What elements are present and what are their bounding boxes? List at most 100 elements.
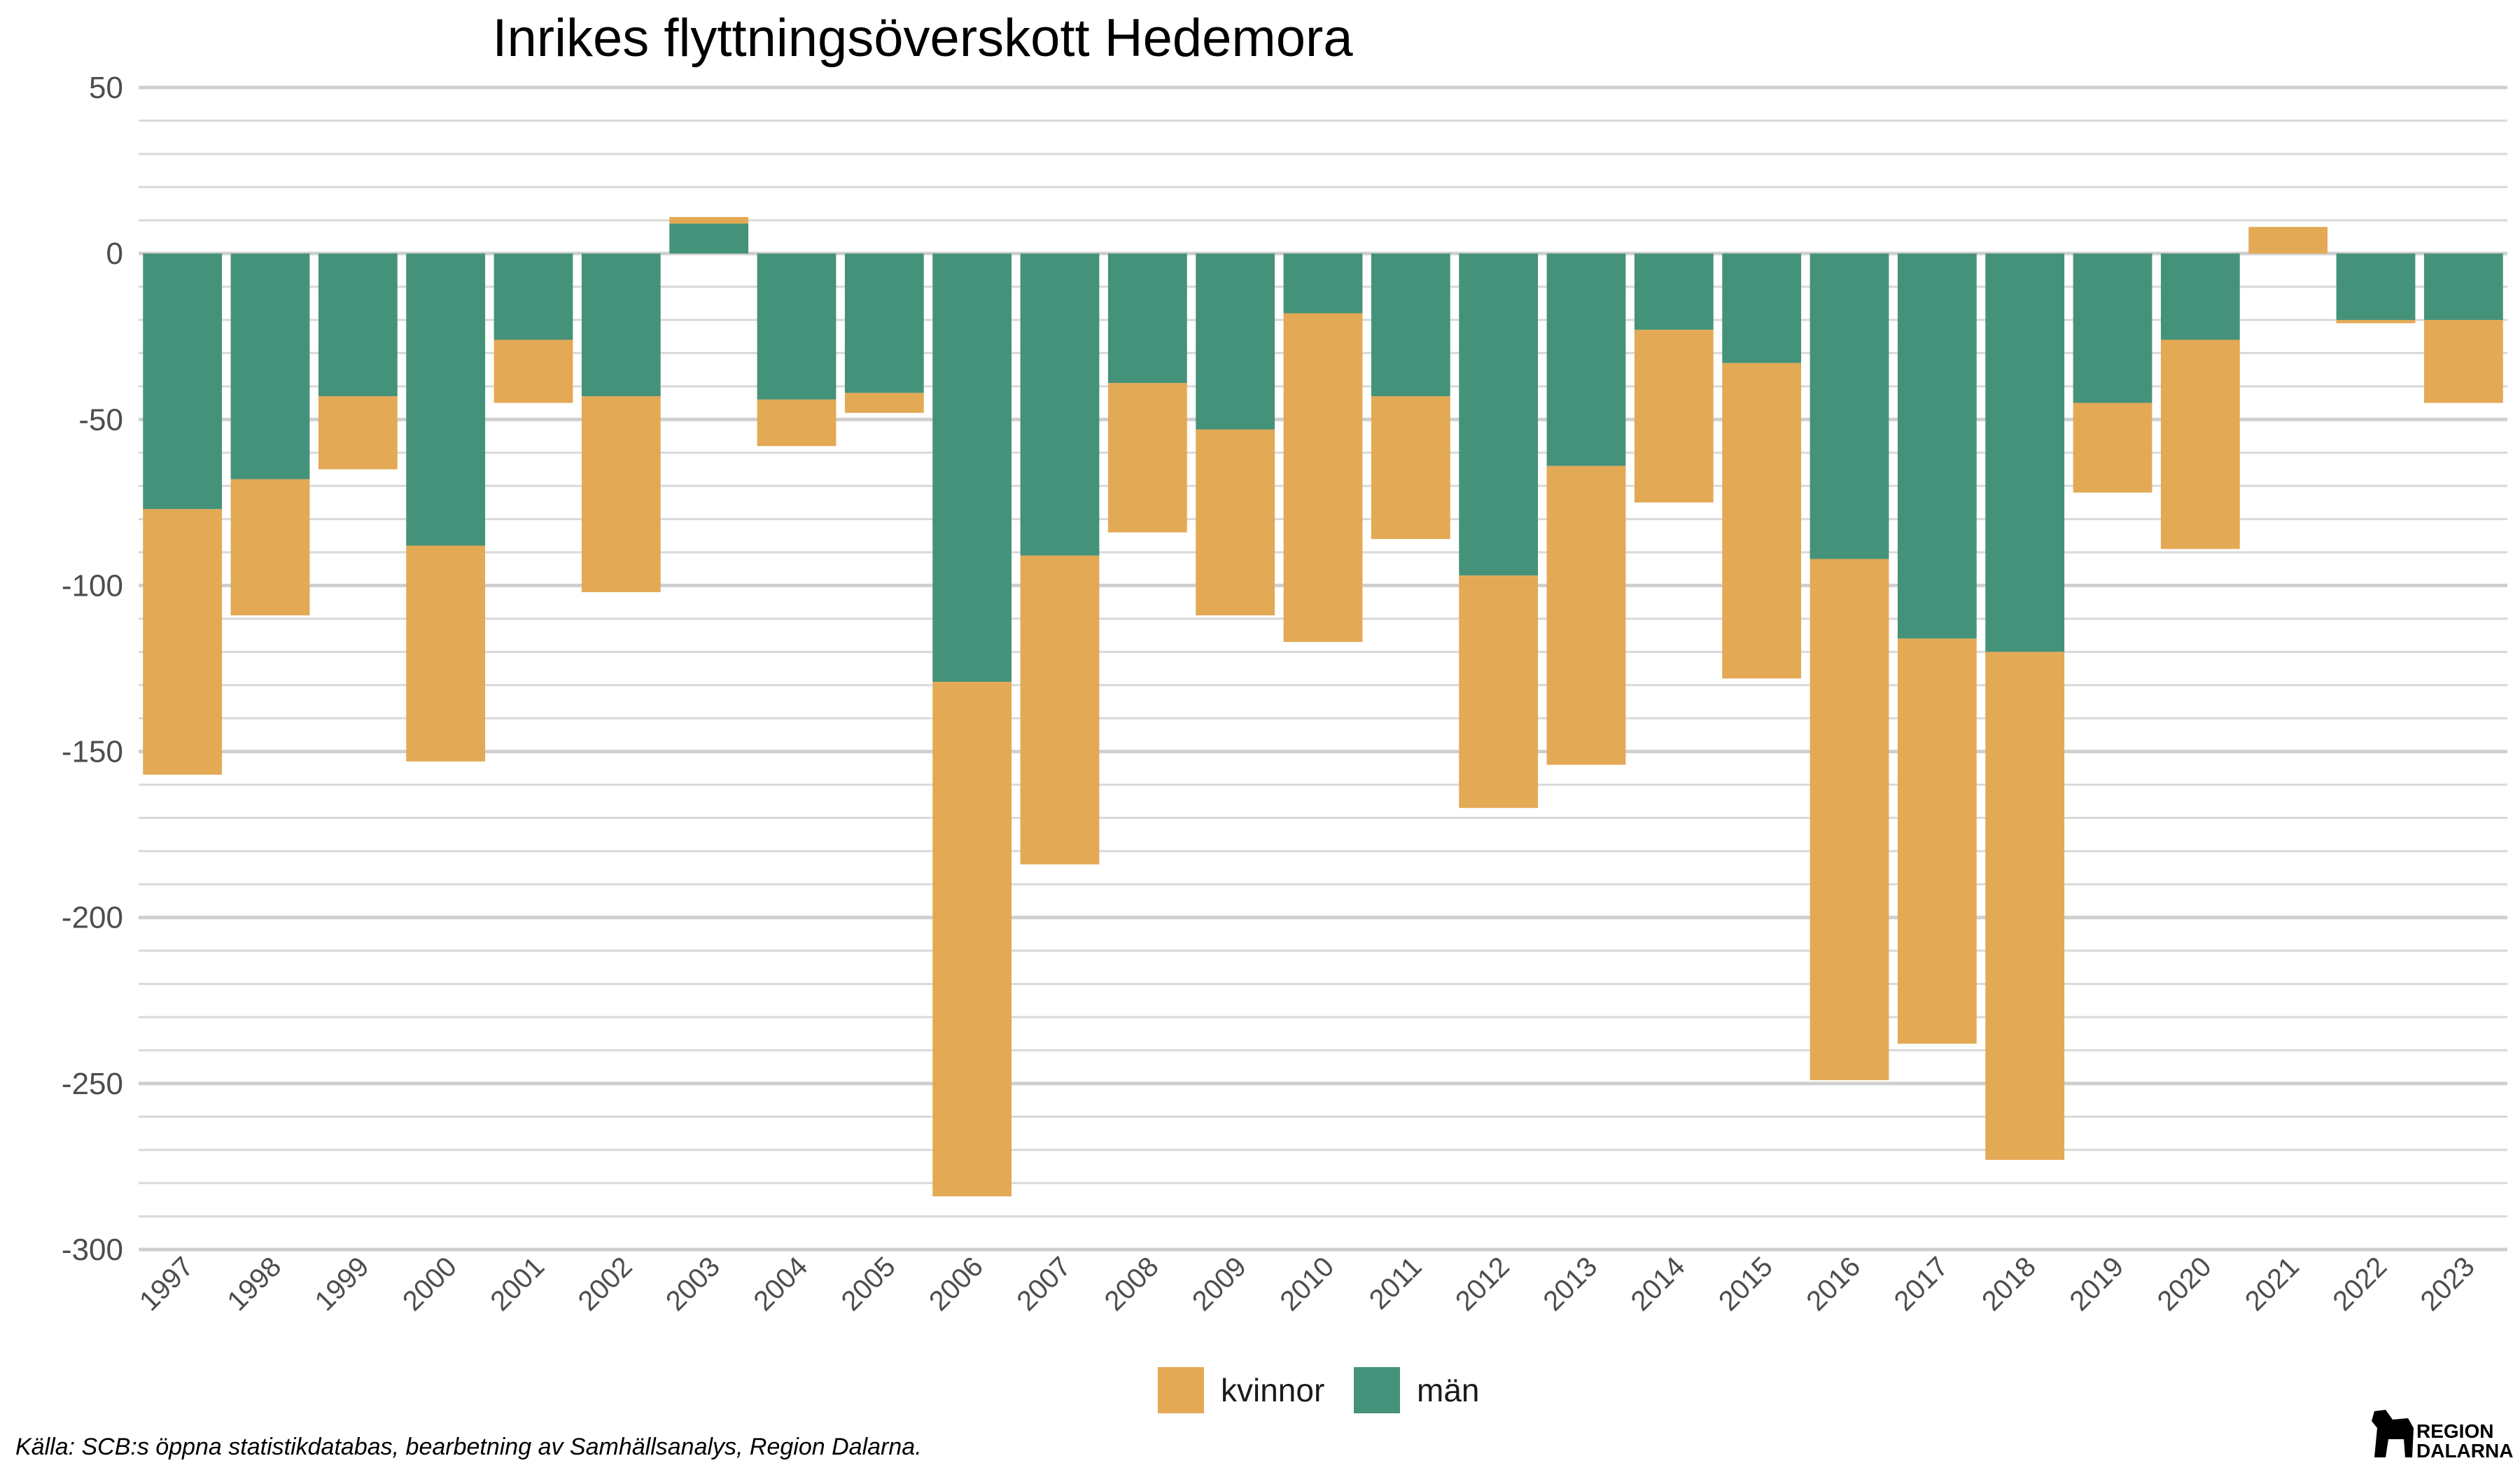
x-tick-label: 1998 [221,1251,287,1317]
x-tick-label: 2017 [1889,1251,1954,1317]
x-tick-label: 2002 [573,1251,638,1317]
x-tick-label: 2016 [1800,1251,1866,1317]
bar-kvinnor-2006 [932,681,1012,1197]
x-tick-label: 2008 [1099,1251,1165,1317]
x-tick-label: 2018 [1976,1251,2042,1317]
bar-man-2013 [1546,253,1626,466]
bar-man-1998 [230,253,310,479]
bar-man-2011 [1371,253,1450,397]
x-tick-label: 2010 [1274,1251,1340,1317]
legend: kvinnor män [1158,1367,1479,1413]
bar-man-1997 [143,253,223,510]
region-dalarna-logo: REGION DALARNA [2372,1410,2513,1462]
bar-kvinnor-2018 [1985,652,2065,1160]
bar-kvinnor-1998 [230,479,310,616]
bar-kvinnor-2022 [2336,320,2416,323]
bar-kvinnor-2001 [493,340,573,403]
bar-man-2015 [1722,253,1802,363]
y-tick-label: 0 [106,237,123,271]
bar-man-2009 [1196,253,1275,430]
x-tick-label: 1997 [134,1251,200,1317]
bar-man-2000 [406,253,486,546]
bar-kvinnor-2019 [2073,402,2152,493]
legend-swatch [1354,1367,1400,1413]
bar-kvinnor-2007 [1020,555,1100,864]
bar-kvinnor-2003 [669,216,749,224]
bar-man-2022 [2336,253,2416,320]
x-tick-label: 2009 [1186,1251,1252,1317]
x-tick-label: 2003 [660,1251,726,1317]
x-tick-label: 2022 [2327,1251,2393,1317]
bar-man-2010 [1283,253,1363,314]
x-tick-label: 2021 [2239,1251,2305,1317]
x-tick-label: 2014 [1625,1251,1691,1317]
bar-kvinnor-2008 [1107,383,1187,533]
bars [143,216,2503,1197]
x-tick-label: 2007 [1011,1251,1077,1317]
x-tick-label: 2020 [2152,1251,2218,1317]
y-tick-label: -300 [62,1233,123,1267]
bar-man-2016 [1809,253,1889,559]
bar-kvinnor-1997 [143,509,223,775]
bar-kvinnor-2000 [406,545,486,762]
x-tick-label: 2000 [397,1251,463,1317]
y-tick-label: -200 [62,901,123,935]
bar-kvinnor-2023 [2423,320,2503,403]
bar-kvinnor-2016 [1809,559,1889,1081]
bar-man-2001 [493,253,573,340]
bar-man-2014 [1634,253,1714,330]
x-tick-label: 2004 [748,1251,813,1317]
bar-man-2006 [932,253,1012,682]
bar-kvinnor-2002 [581,396,661,592]
x-tick-label: 2015 [1713,1251,1779,1317]
y-tick-label: 50 [89,71,123,105]
bar-man-2007 [1020,253,1100,556]
x-tick-label: 1999 [309,1251,375,1317]
x-tick-label: 2005 [836,1251,902,1317]
x-tick-label: 2006 [923,1251,989,1317]
bar-kvinnor-2020 [2160,340,2240,550]
bar-kvinnor-2004 [757,399,836,447]
bar-kvinnor-2014 [1634,330,1714,503]
legend-swatch [1158,1367,1204,1413]
bar-man-2008 [1107,253,1187,384]
bar-man-2003 [669,223,749,254]
x-tick-label: 2012 [1450,1251,1516,1317]
logo-text-dalarna: DALARNA [2416,1440,2513,1462]
y-axis-tick-labels: 50 0 -50 -100 -150 -200 -250 -300 [62,71,123,1267]
bar-man-2020 [2160,253,2240,340]
legend-label: män [1417,1372,1479,1408]
bar-kvinnor-2017 [1897,638,1977,1044]
logo-text-region: REGION [2416,1420,2493,1442]
bar-kvinnor-1999 [318,396,398,470]
x-tick-label: 2023 [2415,1251,2481,1317]
bar-kvinnor-2011 [1371,396,1450,540]
bar-kvinnor-2012 [1459,575,1539,808]
bar-kvinnor-2010 [1283,313,1363,643]
legend-label: kvinnor [1221,1372,1324,1408]
bar-kvinnor-2015 [1722,363,1802,679]
bar-man-2004 [757,253,836,400]
bar-man-2005 [844,253,924,393]
x-axis-tick-labels: 1997 1998 1999 2000 2001 2002 2003 2004 2005 2006… [134,1251,2481,1317]
bar-man-2017 [1897,253,1977,639]
y-tick-label: -50 [78,402,123,437]
bar-man-2023 [2423,253,2503,320]
source-caption: Källa: SCB:s öppna statistikdatabas, bea… [15,1434,922,1460]
bar-man-2012 [1459,253,1539,576]
y-tick-label: -150 [62,735,123,769]
bar-kvinnor-2013 [1546,465,1626,765]
bar-kvinnor-2021 [2248,227,2328,254]
bar-kvinnor-2005 [844,393,924,413]
bar-man-1999 [318,253,398,397]
x-tick-label: 2013 [1537,1251,1603,1317]
bar-man-2018 [1985,253,2065,652]
dala-horse-icon [2372,1410,2414,1457]
bar-man-2019 [2073,253,2152,403]
y-tick-label: -250 [62,1067,123,1101]
bar-man-2002 [581,253,661,397]
x-tick-label: 2019 [2064,1251,2129,1317]
x-tick-label: 2011 [1364,1251,1428,1315]
x-tick-label: 2001 [484,1251,550,1317]
